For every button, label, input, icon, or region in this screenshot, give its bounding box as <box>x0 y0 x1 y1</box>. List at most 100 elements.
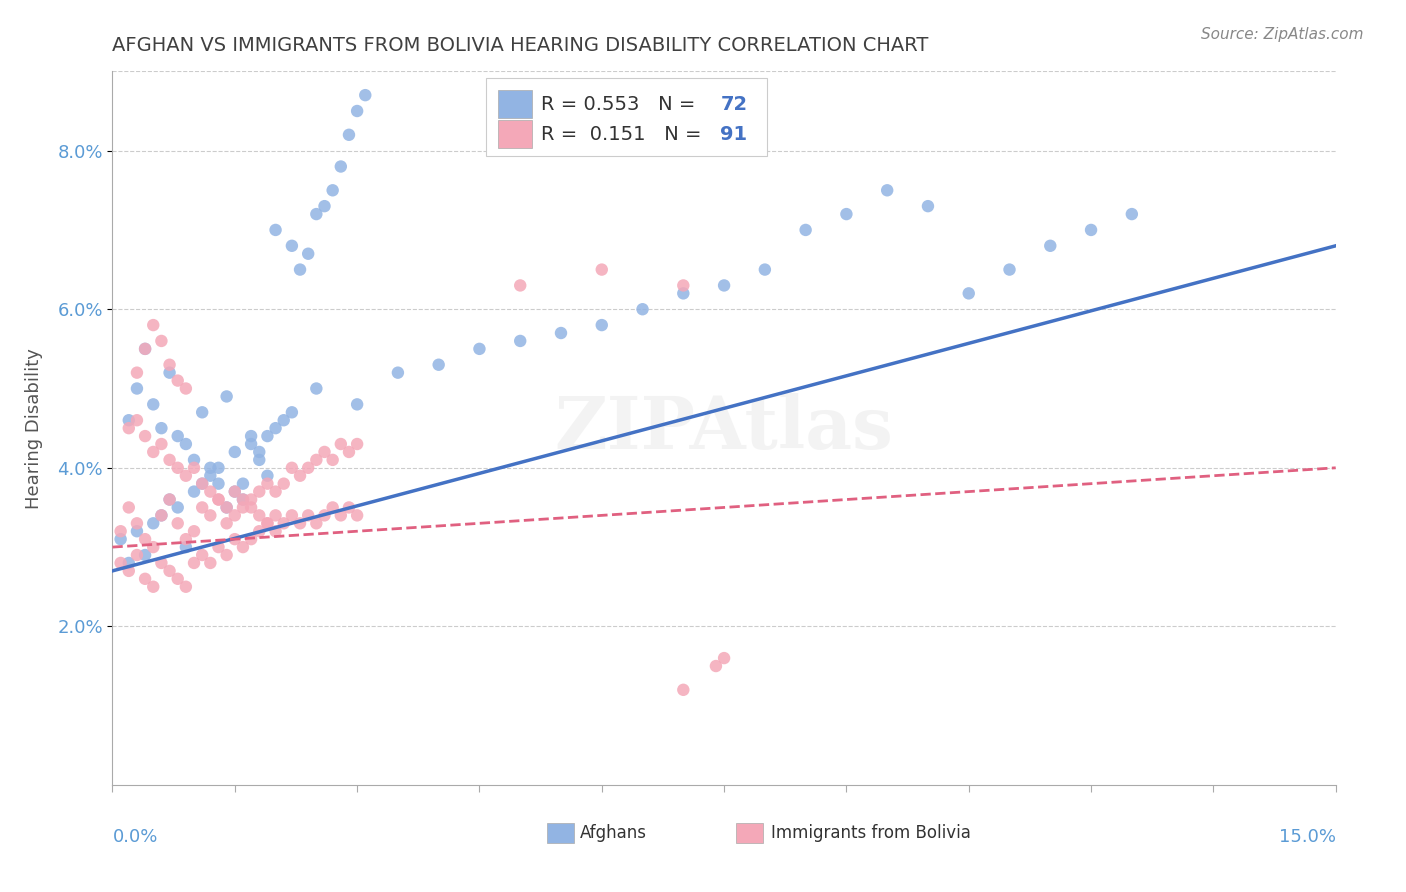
Point <box>183 460 205 475</box>
Point <box>207 460 229 475</box>
Point <box>150 556 173 570</box>
Point <box>1039 239 1062 253</box>
Point <box>794 223 817 237</box>
Point <box>591 262 613 277</box>
Point <box>174 382 197 396</box>
Text: 0.0%: 0.0% <box>112 828 157 846</box>
Point <box>672 682 695 697</box>
Point <box>134 548 156 562</box>
Point <box>183 453 205 467</box>
Point <box>281 508 304 523</box>
Point <box>631 302 654 317</box>
Point <box>200 468 222 483</box>
Point <box>264 484 287 499</box>
Point <box>256 476 278 491</box>
Point <box>200 460 222 475</box>
Point <box>118 413 141 427</box>
Text: R = 0.553   N =: R = 0.553 N = <box>540 95 702 113</box>
Point <box>150 508 173 523</box>
Text: 15.0%: 15.0% <box>1278 828 1336 846</box>
Point <box>247 453 270 467</box>
Point <box>191 405 214 419</box>
Point <box>207 492 229 507</box>
FancyBboxPatch shape <box>498 90 531 119</box>
Point <box>134 342 156 356</box>
Point <box>174 532 197 546</box>
Point <box>288 468 311 483</box>
Point <box>142 397 165 411</box>
Point <box>247 508 270 523</box>
Point <box>387 366 409 380</box>
Point <box>118 556 141 570</box>
Point <box>591 318 613 332</box>
Point <box>297 246 319 260</box>
Point <box>468 342 491 356</box>
FancyBboxPatch shape <box>498 120 531 148</box>
Point <box>672 278 695 293</box>
Point <box>134 572 156 586</box>
Point <box>232 492 254 507</box>
Point <box>264 421 287 435</box>
Point <box>191 500 214 515</box>
Point <box>240 492 263 507</box>
Point <box>159 453 181 467</box>
Point <box>305 382 328 396</box>
Point <box>1080 223 1102 237</box>
Point <box>240 500 263 515</box>
Point <box>281 239 304 253</box>
Point <box>240 532 263 546</box>
Point <box>322 183 344 197</box>
Text: Immigrants from Bolivia: Immigrants from Bolivia <box>770 824 970 842</box>
Text: ZIPAtlas: ZIPAtlas <box>554 392 894 464</box>
Text: 91: 91 <box>720 125 748 144</box>
Point <box>200 508 222 523</box>
Point <box>224 532 246 546</box>
Point <box>224 445 246 459</box>
Point <box>314 508 336 523</box>
Point <box>159 492 181 507</box>
Point <box>264 508 287 523</box>
Point <box>754 262 776 277</box>
Point <box>159 492 181 507</box>
Point <box>215 516 238 531</box>
Point <box>174 468 197 483</box>
Point <box>224 484 246 499</box>
Point <box>191 476 214 491</box>
Point <box>1121 207 1143 221</box>
Point <box>281 405 304 419</box>
Point <box>174 580 197 594</box>
Point <box>314 199 336 213</box>
Point <box>427 358 450 372</box>
Point <box>159 366 181 380</box>
FancyBboxPatch shape <box>547 823 574 844</box>
Point <box>215 548 238 562</box>
Point <box>166 516 188 531</box>
Y-axis label: Hearing Disability: Hearing Disability <box>25 348 44 508</box>
Point <box>704 659 727 673</box>
Point <box>142 445 165 459</box>
Point <box>232 500 254 515</box>
Point <box>273 476 295 491</box>
Point <box>281 460 304 475</box>
Point <box>288 262 311 277</box>
Point <box>305 207 328 221</box>
Point <box>305 516 328 531</box>
Point <box>110 556 132 570</box>
Point <box>672 286 695 301</box>
Point <box>125 413 148 427</box>
Point <box>125 524 148 539</box>
Point <box>240 437 263 451</box>
Point <box>329 508 352 523</box>
Point <box>224 508 246 523</box>
Point <box>166 374 188 388</box>
Point <box>125 366 148 380</box>
Point <box>288 516 311 531</box>
Point <box>174 437 197 451</box>
Point <box>713 278 735 293</box>
Point <box>509 278 531 293</box>
Point <box>191 548 214 562</box>
Point <box>876 183 898 197</box>
Point <box>264 524 287 539</box>
Point <box>346 103 368 118</box>
Point <box>354 88 377 103</box>
